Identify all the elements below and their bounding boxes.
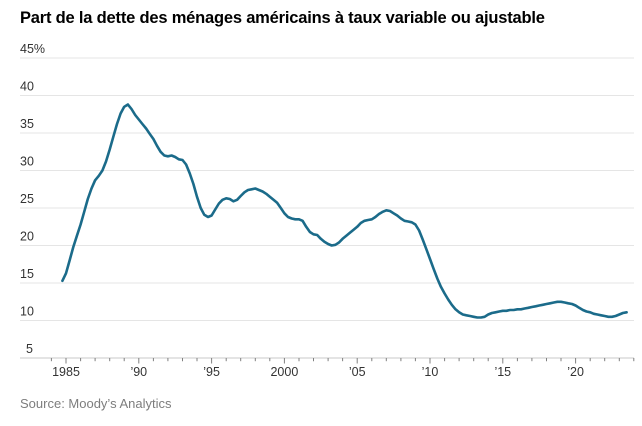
x-axis-label: ’15 [494, 365, 511, 379]
y-axis-label: 35 [20, 117, 34, 131]
y-axis-label: 40 [20, 80, 34, 94]
x-axis-label: ’05 [349, 365, 366, 379]
x-axis-label: 1985 [52, 365, 80, 379]
x-axis-label: ’10 [422, 365, 439, 379]
y-axis-label: 5 [26, 342, 33, 356]
y-axis-label: 45% [20, 42, 45, 56]
chart-title: Part de la dette des ménages américains … [20, 9, 545, 27]
source-note: Source: Moody’s Analytics [20, 396, 172, 411]
y-axis-label: 25 [20, 192, 34, 206]
x-axis-label: ’95 [203, 365, 220, 379]
y-axis-label: 30 [20, 155, 34, 169]
x-axis-label: ’90 [130, 365, 147, 379]
y-axis-label: 20 [20, 230, 34, 244]
y-axis-label: 15 [20, 267, 34, 281]
x-axis-label: ’20 [567, 365, 584, 379]
x-axis-label: 2000 [270, 365, 298, 379]
data-line [61, 103, 628, 319]
y-axis-label: 10 [20, 305, 34, 319]
